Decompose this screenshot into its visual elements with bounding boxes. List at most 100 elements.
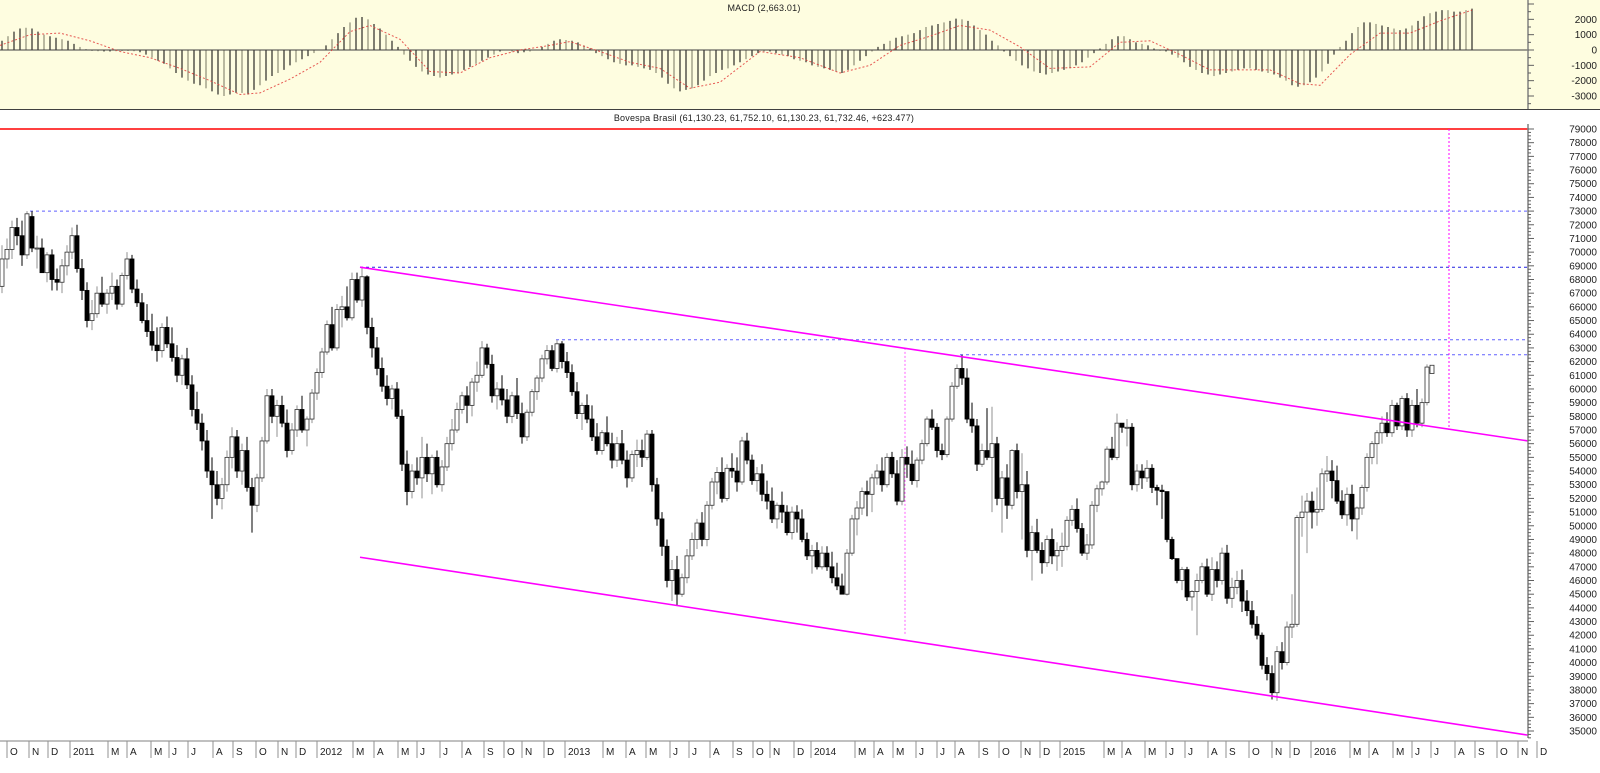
- candle-body: [939, 450, 945, 456]
- candle-body: [1189, 591, 1195, 598]
- candle-body: [609, 443, 615, 461]
- x-tick-label: M: [356, 747, 364, 758]
- candle-body: [284, 422, 290, 451]
- price-tick-label: 71000: [1569, 234, 1597, 245]
- candlestick: [859, 487, 865, 515]
- candlestick: [224, 450, 230, 492]
- candle-body: [349, 279, 355, 319]
- candle-body: [919, 443, 925, 461]
- candlestick: [1284, 621, 1290, 666]
- x-tick-label: O: [756, 747, 764, 758]
- candle-body: [1099, 481, 1105, 490]
- candle-body: [329, 324, 335, 349]
- candlestick: [589, 405, 595, 441]
- x-tick-label: N: [773, 747, 780, 758]
- candlestick: [1389, 399, 1395, 437]
- candle-body: [164, 326, 170, 345]
- candlestick: [969, 402, 975, 433]
- candlestick: [1134, 464, 1140, 492]
- candle-body: [1029, 532, 1035, 551]
- candle-body: [204, 440, 210, 472]
- candle-body: [34, 247, 40, 250]
- candlestick: [794, 505, 800, 533]
- x-tick-label: N: [32, 747, 39, 758]
- candlestick: [1184, 566, 1190, 602]
- candlestick: [1189, 590, 1195, 611]
- candlestick: [149, 313, 155, 351]
- candle-body: [819, 552, 825, 568]
- candle-body: [1104, 448, 1110, 483]
- candle-body: [189, 384, 195, 410]
- x-tick-label: 2014: [814, 747, 837, 758]
- candlestick: [839, 573, 845, 595]
- candle-body: [179, 358, 185, 376]
- candle-body: [644, 433, 650, 458]
- candle-body: [1304, 500, 1310, 513]
- candle-body: [899, 456, 905, 502]
- candlestick: [199, 413, 205, 451]
- x-tick-label: 2012: [320, 747, 343, 758]
- candlestick: [34, 235, 40, 269]
- candlestick: [544, 345, 550, 365]
- candle-body: [1109, 448, 1115, 458]
- x-tick-label: S: [736, 747, 743, 758]
- candlestick: [309, 388, 315, 424]
- candlestick: [1029, 525, 1035, 581]
- candle-body: [824, 552, 830, 568]
- candlestick: [789, 506, 795, 540]
- candle-body: [459, 395, 465, 410]
- candlestick: [334, 304, 340, 351]
- macd-tick-label: -1000: [1571, 61, 1597, 72]
- candle-body: [434, 456, 440, 486]
- candlestick: [814, 542, 820, 570]
- x-tick-label: M: [606, 747, 614, 758]
- candlestick: [1309, 491, 1315, 529]
- x-tick-label: O: [259, 747, 267, 758]
- candle-body: [499, 388, 505, 401]
- candle-body: [589, 418, 595, 438]
- candlestick: [154, 327, 160, 362]
- macd-tick-label: 1000: [1575, 30, 1598, 41]
- candlestick: [774, 502, 780, 529]
- candlestick: [279, 395, 285, 428]
- candle-body: [519, 413, 525, 438]
- candlestick: [209, 457, 215, 519]
- price-tick-label: 47000: [1569, 562, 1597, 573]
- candle-body: [1234, 580, 1240, 588]
- candle-body: [964, 377, 970, 420]
- candlestick: [1069, 505, 1075, 526]
- candle-body: [534, 377, 540, 393]
- candle-body: [24, 213, 30, 256]
- candle-body: [564, 361, 570, 373]
- candlestick: [1034, 518, 1040, 554]
- candlestick: [319, 347, 325, 379]
- x-tick-label: A: [958, 747, 965, 758]
- candlestick: [899, 449, 905, 506]
- candle-body: [749, 459, 755, 482]
- candlestick: [254, 473, 260, 513]
- candle-body: [274, 404, 280, 417]
- x-tick-label: D: [1293, 747, 1300, 758]
- candlestick: [1229, 577, 1235, 608]
- candlestick: [104, 289, 110, 314]
- price-tick-label: 41000: [1569, 644, 1597, 655]
- candlestick: [524, 409, 530, 441]
- candle-body: [144, 320, 150, 332]
- candle-body: [359, 276, 365, 301]
- candlestick: [1129, 423, 1135, 491]
- candlestick: [964, 368, 970, 424]
- candlestick: [1104, 446, 1110, 485]
- candle-body: [959, 368, 965, 379]
- candlestick: [79, 258, 85, 301]
- candlestick: [0, 245, 5, 294]
- candle-body: [884, 456, 890, 486]
- candlestick: [4, 238, 10, 269]
- candlestick: [664, 539, 670, 588]
- candle-body: [234, 436, 240, 472]
- candlestick: [1164, 491, 1170, 543]
- candle-body: [454, 409, 460, 431]
- candle-body: [244, 450, 250, 488]
- candlestick: [1044, 535, 1050, 567]
- candle-body: [1084, 544, 1090, 554]
- candle-body: [1224, 552, 1230, 599]
